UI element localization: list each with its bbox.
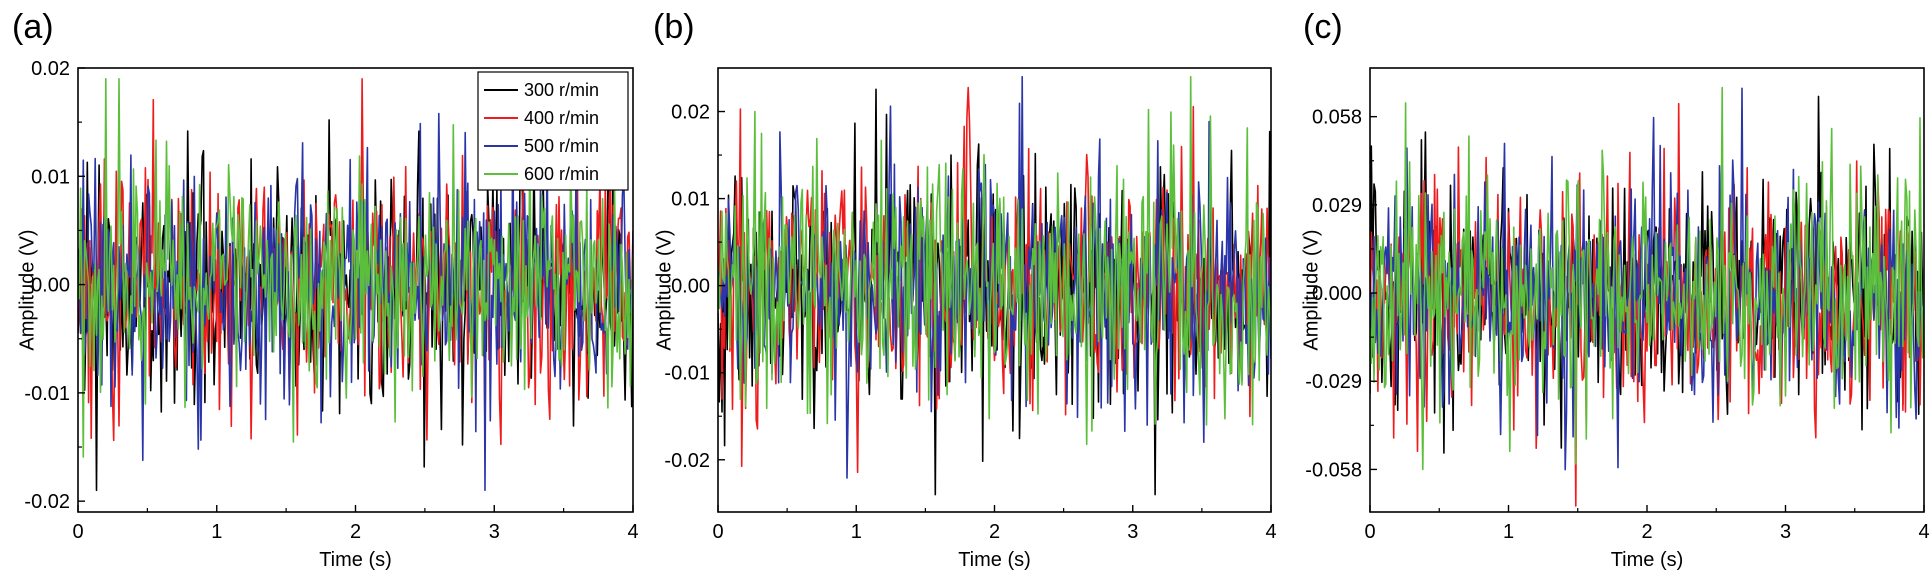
y-tick-label: 0.058 <box>1312 107 1362 129</box>
x-tick-label: 1 <box>211 521 222 543</box>
y-tick-label: -0.029 <box>1305 371 1362 393</box>
x-tick-label: 2 <box>989 521 1000 543</box>
y-axis-title: Amplitude (V) <box>17 229 39 350</box>
y-tick-label: 0.02 <box>671 102 710 124</box>
x-tick-label: 0 <box>72 521 83 543</box>
series-line-400-r-min <box>718 86 1271 474</box>
y-tick-label: 0.02 <box>31 58 70 80</box>
series-line-400-r-min <box>1370 102 1924 507</box>
plot-area <box>718 75 1271 496</box>
panel-label: (b) <box>653 8 695 46</box>
y-axis-title: Amplitude (V) <box>1301 229 1323 350</box>
plot-area <box>78 78 633 492</box>
legend-label: 400 r/min <box>524 108 599 128</box>
x-tick-label: 3 <box>489 521 500 543</box>
y-tick-label: 0.000 <box>1312 283 1362 305</box>
legend-box <box>477 71 629 191</box>
legend-label: 600 r/min <box>524 164 599 184</box>
x-tick-label: 2 <box>350 521 361 543</box>
panel-label: (a) <box>12 8 54 46</box>
panel-1: (a) 0 1 2 3 4 -0.02 -0.01 0.00 0.01 0.02 Time (s) Am… <box>12 8 639 571</box>
y-axis-title: Amplitude (V) <box>654 229 676 350</box>
x-tick-label: 4 <box>1918 521 1929 543</box>
legend-label: 500 r/min <box>524 136 599 156</box>
y-tick-label: -0.01 <box>664 363 710 385</box>
x-tick-label: 1 <box>1503 521 1514 543</box>
series-line-600-r-min <box>78 78 633 458</box>
y-tick-label: 0.00 <box>31 275 70 297</box>
y-tick-label: -0.02 <box>664 450 710 472</box>
x-tick-label: 3 <box>1780 521 1791 543</box>
x-axis-title: Time (s) <box>958 549 1031 571</box>
y-tick-label: 0.00 <box>671 276 710 298</box>
x-tick-label: 2 <box>1641 521 1652 543</box>
y-tick-label: 0.029 <box>1312 195 1362 217</box>
x-tick-label: 0 <box>1364 521 1375 543</box>
x-tick-label: 3 <box>1127 521 1138 543</box>
x-tick-label: 4 <box>627 521 638 543</box>
x-tick-label: 4 <box>1265 521 1276 543</box>
y-tick-label: -0.01 <box>24 383 70 405</box>
series-line-600-r-min <box>718 75 1271 446</box>
y-tick-label: 0.01 <box>31 166 70 188</box>
panel-label: (c) <box>1303 8 1343 46</box>
x-tick-label: 0 <box>712 521 723 543</box>
series-line-600-r-min <box>1370 86 1924 471</box>
y-tick-label: -0.058 <box>1305 459 1362 481</box>
legend: 300 r/min 400 r/min 500 r/min 600 r/min <box>477 71 629 191</box>
series-line-500-r-min <box>718 75 1271 479</box>
panel-3: (c) 0 1 2 3 4 -0.058 -0.029 0.000 0.029 0.058 Time … <box>1301 8 1930 571</box>
x-tick-label: 1 <box>851 521 862 543</box>
panel-2: (b) 0 1 2 3 4 -0.02 -0.01 0.00 0.01 0.02 Time (s) Am… <box>653 8 1277 571</box>
y-tick-label: 0.01 <box>671 189 710 211</box>
x-axis-title: Time (s) <box>319 549 392 571</box>
plot-area <box>1370 86 1924 507</box>
x-axis-title: Time (s) <box>1611 549 1684 571</box>
y-tick-label: -0.02 <box>24 491 70 513</box>
legend-label: 300 r/min <box>524 80 599 100</box>
